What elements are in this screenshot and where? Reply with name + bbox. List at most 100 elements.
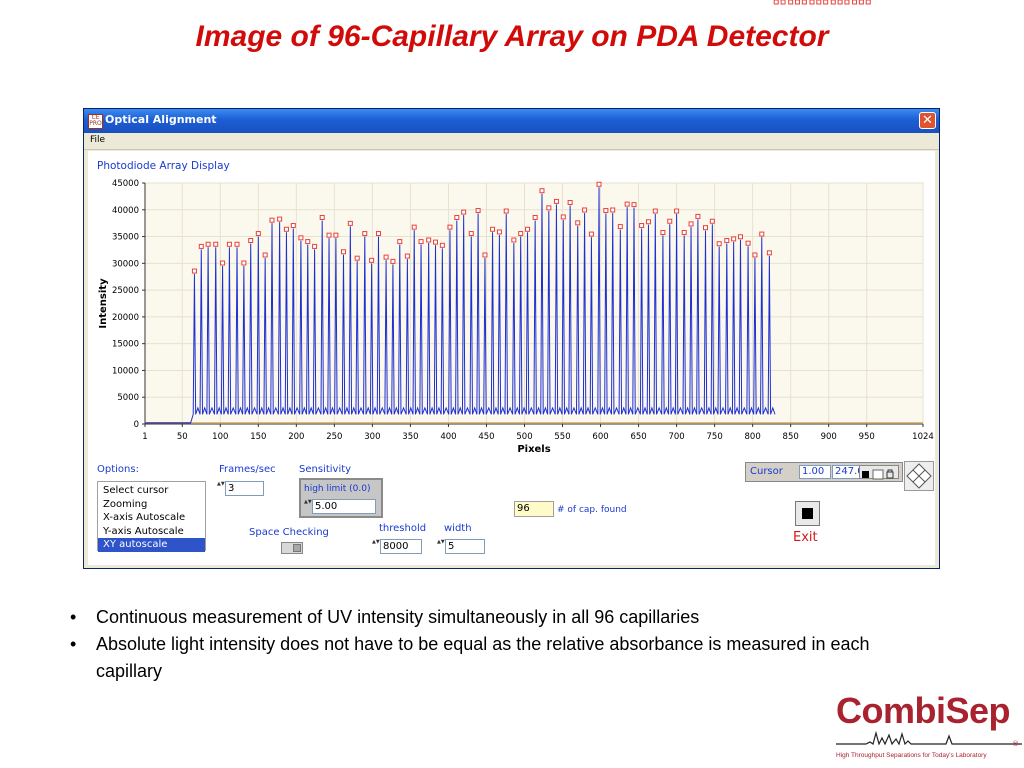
y-tick-label: 15000 [112, 340, 139, 350]
cursor-y-field[interactable]: 247.0 [832, 465, 864, 479]
high-limit-spinner-icon[interactable]: ▲▼ [304, 499, 312, 505]
high-limit-label: high limit (0.0) [304, 484, 371, 494]
threshold-label: threshold [379, 523, 427, 534]
stop-button[interactable] [795, 501, 820, 526]
peak-marker [539, 188, 545, 194]
x-tick-label: 450 [478, 432, 494, 442]
logo-wordmark: CombiSep [836, 690, 1011, 731]
peak-marker [283, 226, 289, 232]
peak-marker [347, 220, 353, 226]
peak-marker [639, 223, 645, 229]
stop-icon [802, 508, 813, 519]
x-tick-label: 850 [783, 432, 799, 442]
peak-marker [220, 260, 226, 266]
peak-marker [205, 241, 211, 247]
pan-navigator-icon[interactable] [904, 461, 934, 491]
x-tick-label: 700 [668, 432, 684, 442]
peak-marker [795, 0, 801, 5]
peak-marker [780, 0, 786, 5]
y-tick-label: 40000 [112, 206, 139, 216]
peak-marker [645, 219, 651, 225]
threshold-control[interactable]: ▲▼ 8000 [372, 539, 422, 554]
width-label: width [444, 523, 472, 534]
x-tick-label: 1024 [912, 432, 934, 442]
peak-marker [737, 234, 743, 240]
x-tick-label: 600 [592, 432, 608, 442]
width-field[interactable]: 5 [445, 539, 485, 554]
window-titlebar[interactable]: CE PRO Optical Alignment ✕ [84, 109, 939, 133]
frames-sec-control[interactable]: ▲▼ 3 [217, 481, 264, 496]
peak-marker [248, 238, 254, 244]
frames-spinner-icon[interactable]: ▲▼ [217, 481, 225, 487]
x-tick-label: 250 [326, 432, 342, 442]
menu-file[interactable]: File [90, 135, 106, 145]
space-checking-toggle[interactable] [281, 542, 303, 554]
peak-marker [709, 218, 715, 224]
peak-marker [319, 214, 325, 220]
x-tick-label: 50 [177, 432, 188, 442]
peak-marker [418, 239, 424, 245]
peak-marker [660, 229, 666, 235]
frames-sec-field[interactable]: 3 [225, 481, 264, 496]
peak-marker [277, 216, 283, 222]
cursor-panel[interactable]: Cursor 1.00 247.0 [745, 462, 903, 482]
options-list-item[interactable]: Y-axis Autoscale [103, 525, 184, 537]
cursor-style-tools[interactable] [859, 465, 899, 480]
diamond-arrows-icon [906, 463, 932, 489]
exit-label: Exit [793, 530, 818, 545]
bullet-list: • Continuous measurement of UV intensity… [70, 604, 930, 685]
space-checking-label: Space Checking [249, 527, 329, 538]
options-list-item[interactable]: Select cursor [103, 485, 169, 496]
peak-marker [496, 229, 502, 235]
high-limit-field[interactable]: 5.00 [312, 499, 376, 514]
peak-marker [667, 218, 673, 224]
high-limit-control[interactable]: ▲▼ 5.00 [304, 499, 376, 514]
threshold-field[interactable]: 8000 [380, 539, 422, 554]
cap-found-label: # of cap. found [557, 505, 627, 515]
peak-marker [610, 207, 616, 213]
options-list-item[interactable]: XY autoscale [98, 538, 205, 552]
peak-marker [724, 238, 730, 244]
peak-marker [383, 254, 389, 260]
peak-marker [652, 208, 658, 214]
width-spinner-icon[interactable]: ▲▼ [437, 539, 445, 545]
peak-marker [255, 231, 261, 237]
x-tick-label: 900 [821, 432, 837, 442]
peak-marker [433, 239, 439, 245]
peak-marker [801, 0, 807, 5]
threshold-spinner-icon[interactable]: ▲▼ [372, 539, 380, 545]
peak-marker [490, 226, 496, 232]
peak-marker [198, 243, 204, 249]
peak-marker [411, 224, 417, 230]
peak-marker [688, 221, 694, 227]
sensitivity-panel: high limit (0.0) ▲▼ 5.00 [299, 478, 383, 518]
x-tick-label: 800 [745, 432, 761, 442]
close-button[interactable]: ✕ [919, 112, 936, 129]
peak-marker [567, 199, 573, 205]
peak-marker [716, 241, 722, 247]
intensity-trace [145, 187, 776, 424]
peak-marker [852, 0, 858, 5]
x-tick-label: 500 [516, 432, 532, 442]
peak-marker [865, 0, 871, 5]
width-control[interactable]: ▲▼ 5 [437, 539, 485, 554]
logo-tagline: High Throughput Separations for Today's … [836, 752, 987, 759]
peak-marker [674, 208, 680, 214]
y-tick-label: 0 [134, 420, 139, 430]
peak-marker [546, 205, 552, 211]
peak-marker [823, 0, 829, 5]
peak-marker [603, 208, 609, 214]
peak-marker [525, 226, 531, 232]
options-list-item[interactable]: X-axis Autoscale [103, 512, 186, 524]
x-tick-label: 950 [859, 432, 875, 442]
peak-marker [439, 242, 445, 248]
peak-marker [369, 257, 375, 263]
cursor-x-field[interactable]: 1.00 [799, 465, 831, 479]
options-listbox[interactable]: Select cursor Zooming X-axis Autoscale Y-ax… [97, 481, 206, 552]
peak-marker [340, 249, 346, 255]
y-tick-label: 35000 [112, 233, 139, 243]
options-list-item[interactable]: Zooming [103, 498, 148, 510]
peak-marker [582, 207, 588, 213]
bullet-text: Continuous measurement of UV intensity s… [96, 607, 700, 627]
